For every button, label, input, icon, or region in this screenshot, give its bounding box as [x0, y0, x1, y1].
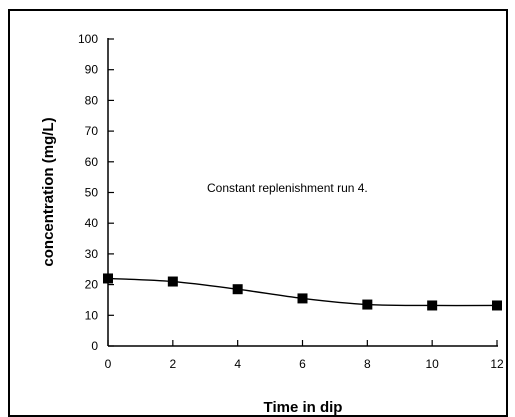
- series-markers: [103, 273, 502, 311]
- data-point-marker: [232, 284, 243, 295]
- y-axis-ticks: 0 10 20 30 40 50 60 70 80 90 100: [78, 32, 114, 353]
- x-tick-label: 8: [364, 357, 371, 371]
- x-axis-title: Time in dip: [264, 399, 343, 416]
- x-tick-label: 10: [425, 357, 439, 371]
- data-point-marker: [427, 300, 438, 311]
- x-tick-label: 4: [234, 357, 241, 371]
- chart-annotation: Constant replenishment run 4.: [207, 181, 368, 195]
- chart-frame: [8, 9, 508, 417]
- x-tick-label: 0: [105, 357, 112, 371]
- y-tick-label: 60: [85, 155, 99, 169]
- data-point-marker: [492, 300, 502, 311]
- x-tick-label: 6: [299, 357, 306, 371]
- y-tick-label: 30: [85, 247, 99, 261]
- x-tick-label: 2: [169, 357, 176, 371]
- y-tick-label: 90: [85, 63, 99, 77]
- data-point-marker: [103, 273, 113, 284]
- y-axis-title: concentration (mg/L): [40, 117, 57, 266]
- y-tick-label: 40: [85, 216, 99, 230]
- data-point-marker: [362, 299, 373, 310]
- y-tick-label: 80: [85, 93, 99, 107]
- y-tick-label: 70: [85, 124, 99, 138]
- y-tick-label: 50: [85, 186, 99, 200]
- x-axis-ticks: 0 2 4 6 8 10 12: [105, 340, 504, 371]
- x-tick-label: 12: [490, 357, 504, 371]
- y-tick-label: 100: [78, 32, 98, 46]
- y-tick-label: 20: [85, 278, 99, 292]
- data-point-marker: [297, 293, 308, 304]
- y-tick-label: 0: [91, 339, 98, 353]
- y-tick-label: 10: [85, 308, 99, 322]
- data-point-marker: [167, 276, 178, 287]
